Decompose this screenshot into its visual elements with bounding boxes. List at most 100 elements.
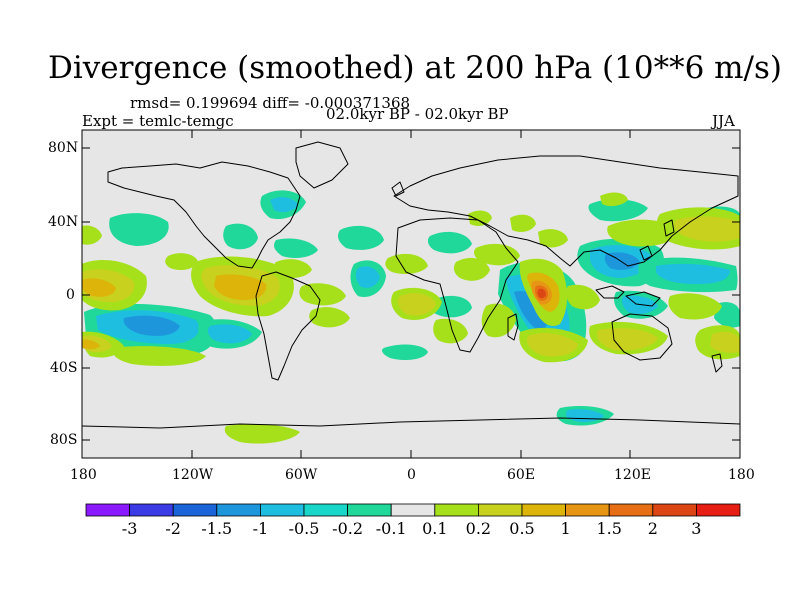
- coastline: [107, 161, 301, 269]
- anomaly-region: [674, 216, 740, 242]
- colorbar-swatch: [216, 503, 261, 517]
- coastline: [595, 285, 625, 299]
- colorbar-label: 0.2: [465, 519, 492, 538]
- colorbar-label: 1: [560, 519, 571, 538]
- anomaly-region: [385, 253, 428, 274]
- anomaly-region: [537, 288, 546, 299]
- colorbar-label: -3: [121, 519, 138, 538]
- colorbar-label: 3: [691, 519, 702, 538]
- stats-label: rmsd= 0.199694 diff= -0.000371368: [130, 94, 411, 112]
- anomaly-region: [207, 324, 252, 344]
- coastline: [611, 313, 673, 361]
- colorbar-label: -2: [165, 519, 181, 538]
- anomaly-region: [656, 263, 730, 284]
- colorbar-swatch: [85, 503, 130, 517]
- colorbar: [85, 503, 741, 517]
- coastline: [507, 313, 519, 341]
- coastline: [395, 217, 519, 353]
- colorbar-label: 1.5: [596, 519, 622, 538]
- anomaly-region: [538, 229, 568, 248]
- colorbar-swatch: [303, 503, 348, 517]
- colorbar-swatch: [347, 503, 392, 517]
- colorbar-swatch: [696, 503, 741, 517]
- colorbar-swatch: [129, 503, 174, 517]
- anomaly-region: [526, 333, 578, 357]
- season-label: JJA: [712, 112, 735, 130]
- anomaly-region: [82, 225, 102, 245]
- coastline: [639, 245, 653, 261]
- lon-label-60e: 60E: [507, 467, 536, 483]
- coastline: [711, 353, 723, 373]
- coastline: [625, 291, 661, 307]
- coastline: [295, 141, 349, 189]
- lat-label-80n: 80N: [48, 140, 79, 156]
- colorbar-swatch: [565, 503, 610, 517]
- colorbar-swatch: [652, 503, 697, 517]
- colorbar-label: -0.2: [332, 519, 364, 538]
- colorbar-label: 0.1: [422, 519, 448, 538]
- anomaly-region: [427, 231, 472, 254]
- coastlines: [82, 141, 740, 429]
- anomaly-region: [481, 303, 516, 338]
- anomaly-region: [223, 223, 258, 250]
- colorbar-label: -0.1: [375, 519, 407, 538]
- anomaly-region: [82, 278, 116, 297]
- anomaly-region: [274, 238, 318, 258]
- lon-label-120w: 120W: [172, 467, 214, 483]
- anomaly-region: [398, 293, 436, 316]
- anomaly-region: [600, 192, 628, 207]
- anomaly-region: [468, 210, 492, 226]
- anomaly-region: [355, 266, 380, 288]
- colorbar-swatch: [172, 503, 218, 517]
- anomaly-region: [112, 346, 206, 366]
- lat-label-80s: 80S: [50, 432, 78, 448]
- colorbar-swatch: [477, 503, 523, 517]
- colorbar-label: 0.5: [509, 519, 535, 538]
- anomaly-region: [510, 214, 536, 232]
- period-label: 02.0kyr BP - 02.0kyr BP: [326, 105, 509, 123]
- anomaly-region: [565, 284, 600, 310]
- anomaly-region: [338, 225, 384, 250]
- colorbar-label: -1.5: [201, 519, 233, 538]
- anomaly-region: [109, 213, 169, 246]
- anomaly-region: [433, 318, 468, 344]
- colorbar-swatch: [390, 503, 436, 517]
- colorbar-label: -0.5: [288, 519, 320, 538]
- anomaly-region: [453, 257, 490, 281]
- anomaly-region: [270, 197, 298, 213]
- experiment-label: Expt = temlc-temgc: [82, 112, 234, 130]
- colorbar-swatch: [608, 503, 654, 517]
- anomaly-region: [588, 199, 648, 222]
- coastline: [663, 219, 675, 237]
- anomaly-region: [165, 253, 198, 270]
- lon-label-0: 0: [407, 467, 416, 483]
- coastline: [391, 181, 405, 197]
- anomaly-region: [668, 293, 722, 320]
- anomaly-region: [273, 259, 312, 278]
- lon-label-180w: 180: [70, 467, 97, 483]
- colorbar-label: -1: [252, 519, 269, 538]
- colorbar-swatch: [521, 503, 566, 517]
- coastline: [255, 271, 321, 381]
- anomaly-region: [309, 307, 350, 328]
- divergence-field: [82, 190, 740, 444]
- lat-label-40n: 40N: [48, 214, 79, 230]
- lat-label-40s: 40S: [50, 360, 78, 376]
- anomaly-region: [382, 344, 428, 360]
- lat-label-eq: 0: [66, 287, 75, 303]
- anomaly-region: [474, 243, 520, 266]
- anomaly-region: [82, 339, 100, 350]
- colorbar-swatch: [259, 503, 305, 517]
- anomaly-region: [596, 328, 658, 351]
- axis-ticks: [81, 130, 741, 458]
- lon-label-180e: 180: [728, 467, 755, 483]
- plot-title: Divergence (smoothed) at 200 hPa (10**6 …: [48, 50, 782, 86]
- coastline: [82, 417, 740, 429]
- anomaly-region: [299, 283, 346, 306]
- anomaly-region: [710, 332, 740, 353]
- lon-label-60w: 60W: [285, 467, 318, 483]
- anomaly-region: [214, 274, 267, 300]
- anomaly-region: [224, 424, 300, 444]
- colorbar-label: 2: [647, 519, 658, 538]
